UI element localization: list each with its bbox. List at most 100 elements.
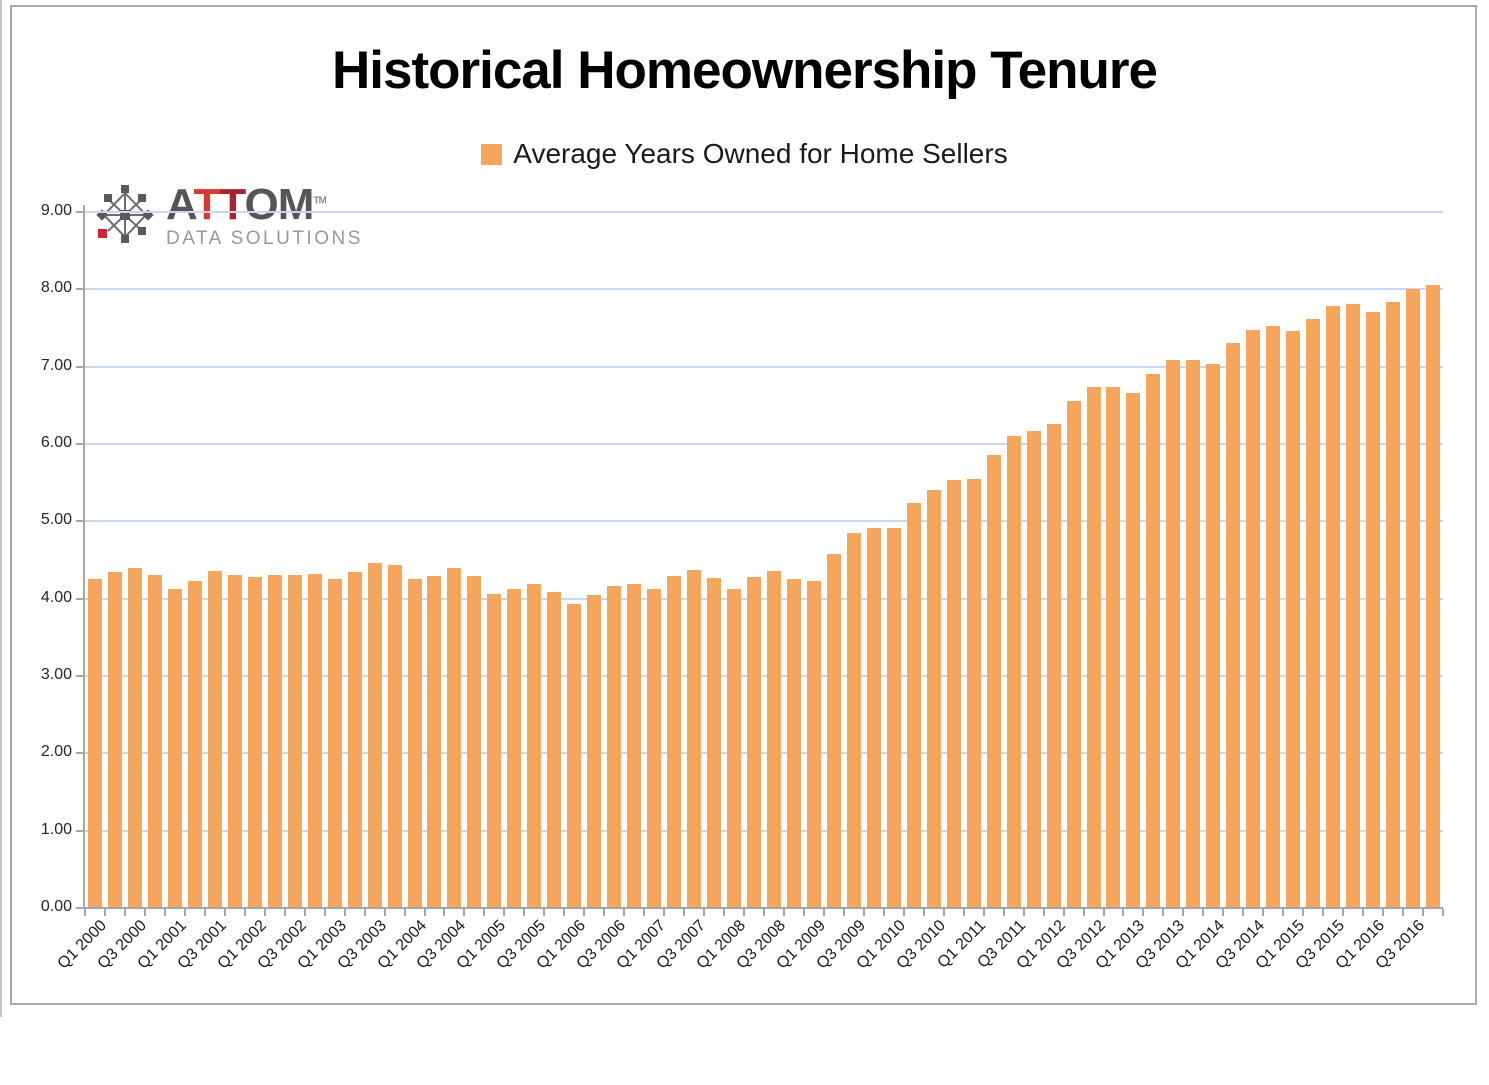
y-tick-9.00 (76, 211, 84, 213)
bar-q1-2006 (567, 604, 582, 908)
bar-q1-2012 (1046, 424, 1061, 908)
bar-q1-2003 (327, 579, 342, 908)
bar-q3-2001 (207, 571, 222, 908)
bar-q4-2001 (227, 575, 242, 908)
x-tick-28 (643, 909, 646, 916)
x-tick-43 (942, 909, 945, 916)
y-axis-label-1.00: 1.00 (40, 820, 72, 838)
gridline-y-3 (85, 675, 1443, 677)
x-tick-5 (183, 909, 186, 916)
y-tick-5.00 (76, 520, 84, 523)
gridline-y-6 (85, 443, 1443, 445)
bar-q3-2000 (127, 568, 142, 908)
bar-q2-2015 (1306, 319, 1321, 908)
bar-q3-2009 (846, 533, 861, 908)
bar-q3-2002 (287, 575, 302, 908)
y-axis-label-2.00: 2.00 (40, 743, 72, 761)
bar-q2-2013 (1146, 374, 1161, 908)
x-tick-3 (143, 909, 146, 916)
legend: Average Years Owned for Home Sellers (0, 138, 1489, 170)
x-tick-11 (303, 909, 306, 916)
x-tick-21 (503, 909, 506, 916)
x-tick-49 (1062, 909, 1065, 916)
y-tick-7.00 (76, 365, 84, 368)
bar-q4-2005 (547, 592, 562, 908)
bar-q4-2015 (1346, 304, 1361, 908)
chart-title: Historical Homeownership Tenure (331, 41, 1158, 100)
attom-atom-icon (94, 183, 156, 252)
bar-q2-2002 (267, 575, 282, 908)
bar-q4-2014 (1266, 326, 1281, 908)
plot-area (85, 211, 1443, 908)
bar-q3-2004 (447, 568, 462, 908)
bar-q2-2009 (826, 554, 841, 908)
bar-q3-2014 (1246, 330, 1261, 908)
x-tick-8 (243, 909, 246, 916)
y-tick-3.00 (76, 675, 84, 677)
x-tick-56 (1202, 909, 1205, 916)
x-tick-34 (763, 909, 765, 916)
x-tick-58 (1242, 909, 1245, 916)
bar-q2-2011 (986, 455, 1001, 908)
bar-q4-2016 (1426, 285, 1440, 908)
bar-q4-2002 (307, 574, 322, 908)
x-tick-16 (403, 909, 406, 916)
y-axis-label-9.00: 9.00 (40, 202, 72, 219)
x-tick-53 (1142, 909, 1145, 916)
gridline-y-8 (85, 288, 1443, 291)
x-tick-59 (1262, 909, 1265, 916)
y-tick-1.00 (76, 829, 84, 832)
x-tick-33 (743, 909, 746, 916)
x-tick-54 (1162, 909, 1165, 916)
x-axis (76, 907, 1443, 909)
bar-q3-2006 (607, 586, 622, 908)
bar-q1-2004 (407, 579, 422, 908)
x-tick-25 (583, 909, 586, 916)
x-tick-7 (223, 909, 226, 916)
bar-q2-2010 (906, 503, 921, 908)
y-axis-label-5.00: 5.00 (40, 511, 72, 529)
attom-wordmark: ATTOMTM (166, 180, 327, 229)
x-tick-30 (683, 909, 686, 916)
x-tick-1 (103, 909, 106, 916)
x-tick-20 (483, 909, 486, 916)
bar-q4-2007 (707, 578, 722, 908)
y-axis-label-4.00: 4.00 (40, 588, 72, 606)
bar-q1-2008 (727, 589, 742, 908)
attom-logo: ATTOMTM DATA SOLUTIONS (94, 183, 363, 252)
bar-q4-2008 (786, 579, 801, 908)
bar-q4-2006 (627, 584, 642, 908)
x-tick-35 (782, 909, 785, 916)
x-tick-31 (703, 909, 706, 916)
x-tick-10 (283, 909, 286, 916)
bar-q2-2001 (187, 581, 202, 908)
x-tick-50 (1082, 909, 1085, 916)
x-tick-13 (343, 909, 346, 916)
y-axis-label-6.00: 6.00 (40, 434, 72, 451)
bar-q4-2012 (1106, 387, 1121, 908)
x-tick-6 (203, 909, 206, 916)
x-tick-15 (383, 909, 386, 916)
x-tick-61 (1302, 909, 1305, 916)
x-tick-64 (1362, 909, 1365, 916)
bar-q2-2000 (107, 572, 122, 908)
x-tick-67 (1422, 909, 1425, 916)
y-axis (83, 205, 85, 908)
attom-logo-subtitle: DATA SOLUTIONS (166, 228, 363, 249)
x-tick-32 (723, 909, 726, 916)
bar-q3-2016 (1406, 289, 1421, 908)
trademark-symbol: TM (313, 195, 326, 207)
x-tick-60 (1282, 909, 1285, 916)
x-tick-0 (84, 909, 86, 916)
bar-q4-2000 (147, 575, 162, 908)
bar-q2-2014 (1226, 343, 1241, 908)
x-tick-65 (1382, 909, 1385, 916)
x-tick-40 (882, 909, 885, 916)
y-axis-label-0.00: 0.00 (40, 898, 72, 915)
x-tick-68 (1442, 909, 1444, 916)
bar-q1-2002 (247, 577, 262, 908)
bar-q1-2009 (806, 581, 821, 908)
y-tick-0.00 (76, 907, 84, 909)
x-tick-46 (1002, 909, 1005, 916)
bar-q2-2016 (1386, 302, 1401, 908)
